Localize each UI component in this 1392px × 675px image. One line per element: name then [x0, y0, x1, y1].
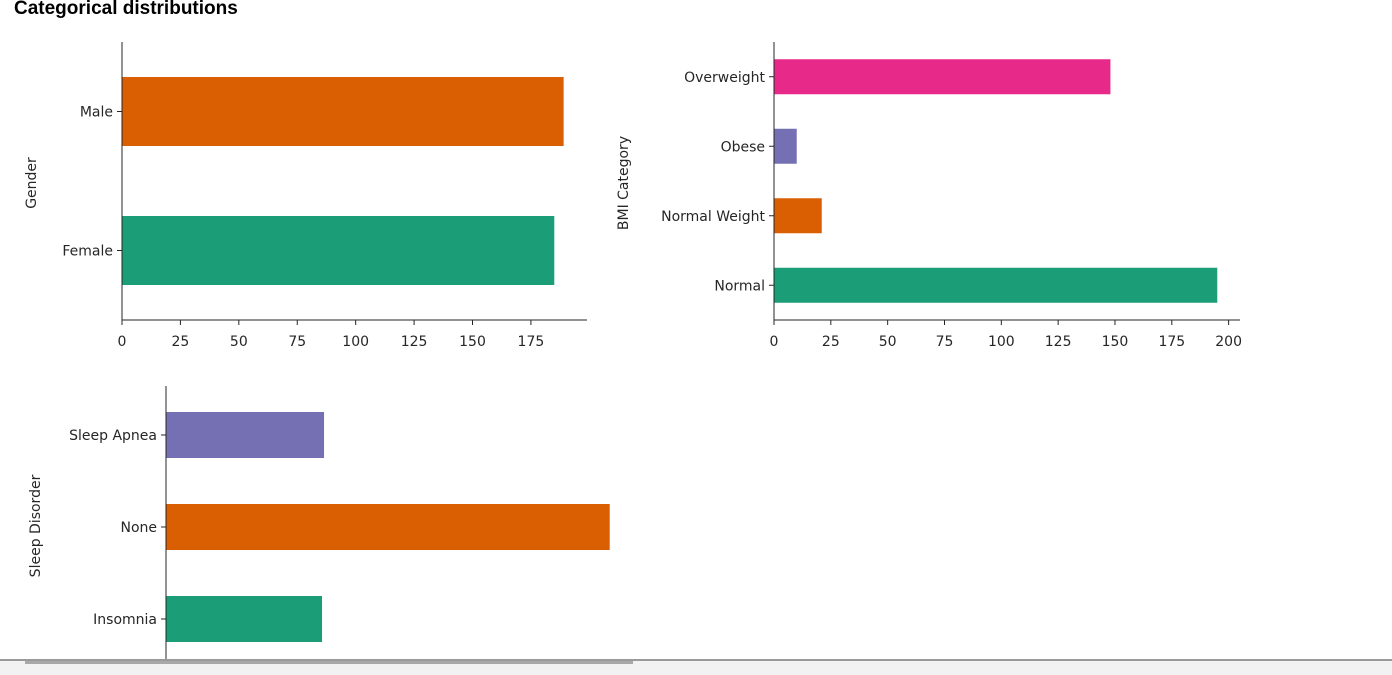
ytick-label-0-1: Male — [80, 105, 113, 121]
xtick-label-0-4: 100 — [342, 334, 369, 350]
bar-1-1 — [774, 198, 822, 234]
bar-2-1 — [166, 504, 610, 550]
bar-0-1 — [122, 77, 564, 146]
xtick-label-0-5: 125 — [401, 334, 428, 350]
bar-2-2 — [166, 412, 325, 458]
bar-1-3 — [774, 59, 1111, 95]
y-axis-label-0: Gender — [24, 157, 40, 209]
xtick-label-0-0: 0 — [118, 334, 127, 350]
section-title: Categorical distributions — [14, 0, 238, 19]
xtick-label-0-6: 150 — [459, 334, 486, 350]
xtick-label-1-6: 150 — [1102, 334, 1129, 350]
y-axis-label-1: BMI Category — [616, 136, 632, 230]
xtick-label-0-7: 175 — [518, 334, 545, 350]
bar-1-0 — [774, 267, 1218, 303]
xtick-label-1-2: 50 — [879, 334, 897, 350]
bar-2-0 — [166, 596, 323, 642]
ytick-label-1-3: Overweight — [684, 70, 765, 86]
xtick-label-1-3: 75 — [936, 334, 954, 350]
xtick-label-1-8: 200 — [1215, 334, 1242, 350]
bar-1-2 — [774, 128, 797, 164]
ytick-label-2-1: None — [120, 520, 157, 536]
ytick-label-1-0: Normal — [714, 278, 765, 294]
ytick-label-0-0: Female — [62, 244, 113, 260]
y-axis-label-2: Sleep Disorder — [28, 474, 44, 577]
scrollbar-thumb[interactable] — [25, 661, 633, 664]
xtick-label-0-3: 75 — [288, 334, 306, 350]
bar-0-0 — [122, 216, 555, 285]
xtick-label-0-1: 25 — [172, 334, 190, 350]
ytick-label-2-2: Sleep Apnea — [69, 428, 157, 444]
ytick-label-1-2: Obese — [721, 139, 765, 155]
ytick-label-2-0: Insomnia — [93, 612, 157, 628]
xtick-label-1-4: 100 — [988, 334, 1015, 350]
xtick-label-1-1: 25 — [822, 334, 840, 350]
xtick-label-1-0: 0 — [770, 334, 779, 350]
ytick-label-1-1: Normal Weight — [661, 209, 765, 225]
xtick-label-1-5: 125 — [1045, 334, 1072, 350]
xtick-label-1-7: 175 — [1158, 334, 1185, 350]
xtick-label-0-2: 50 — [230, 334, 248, 350]
